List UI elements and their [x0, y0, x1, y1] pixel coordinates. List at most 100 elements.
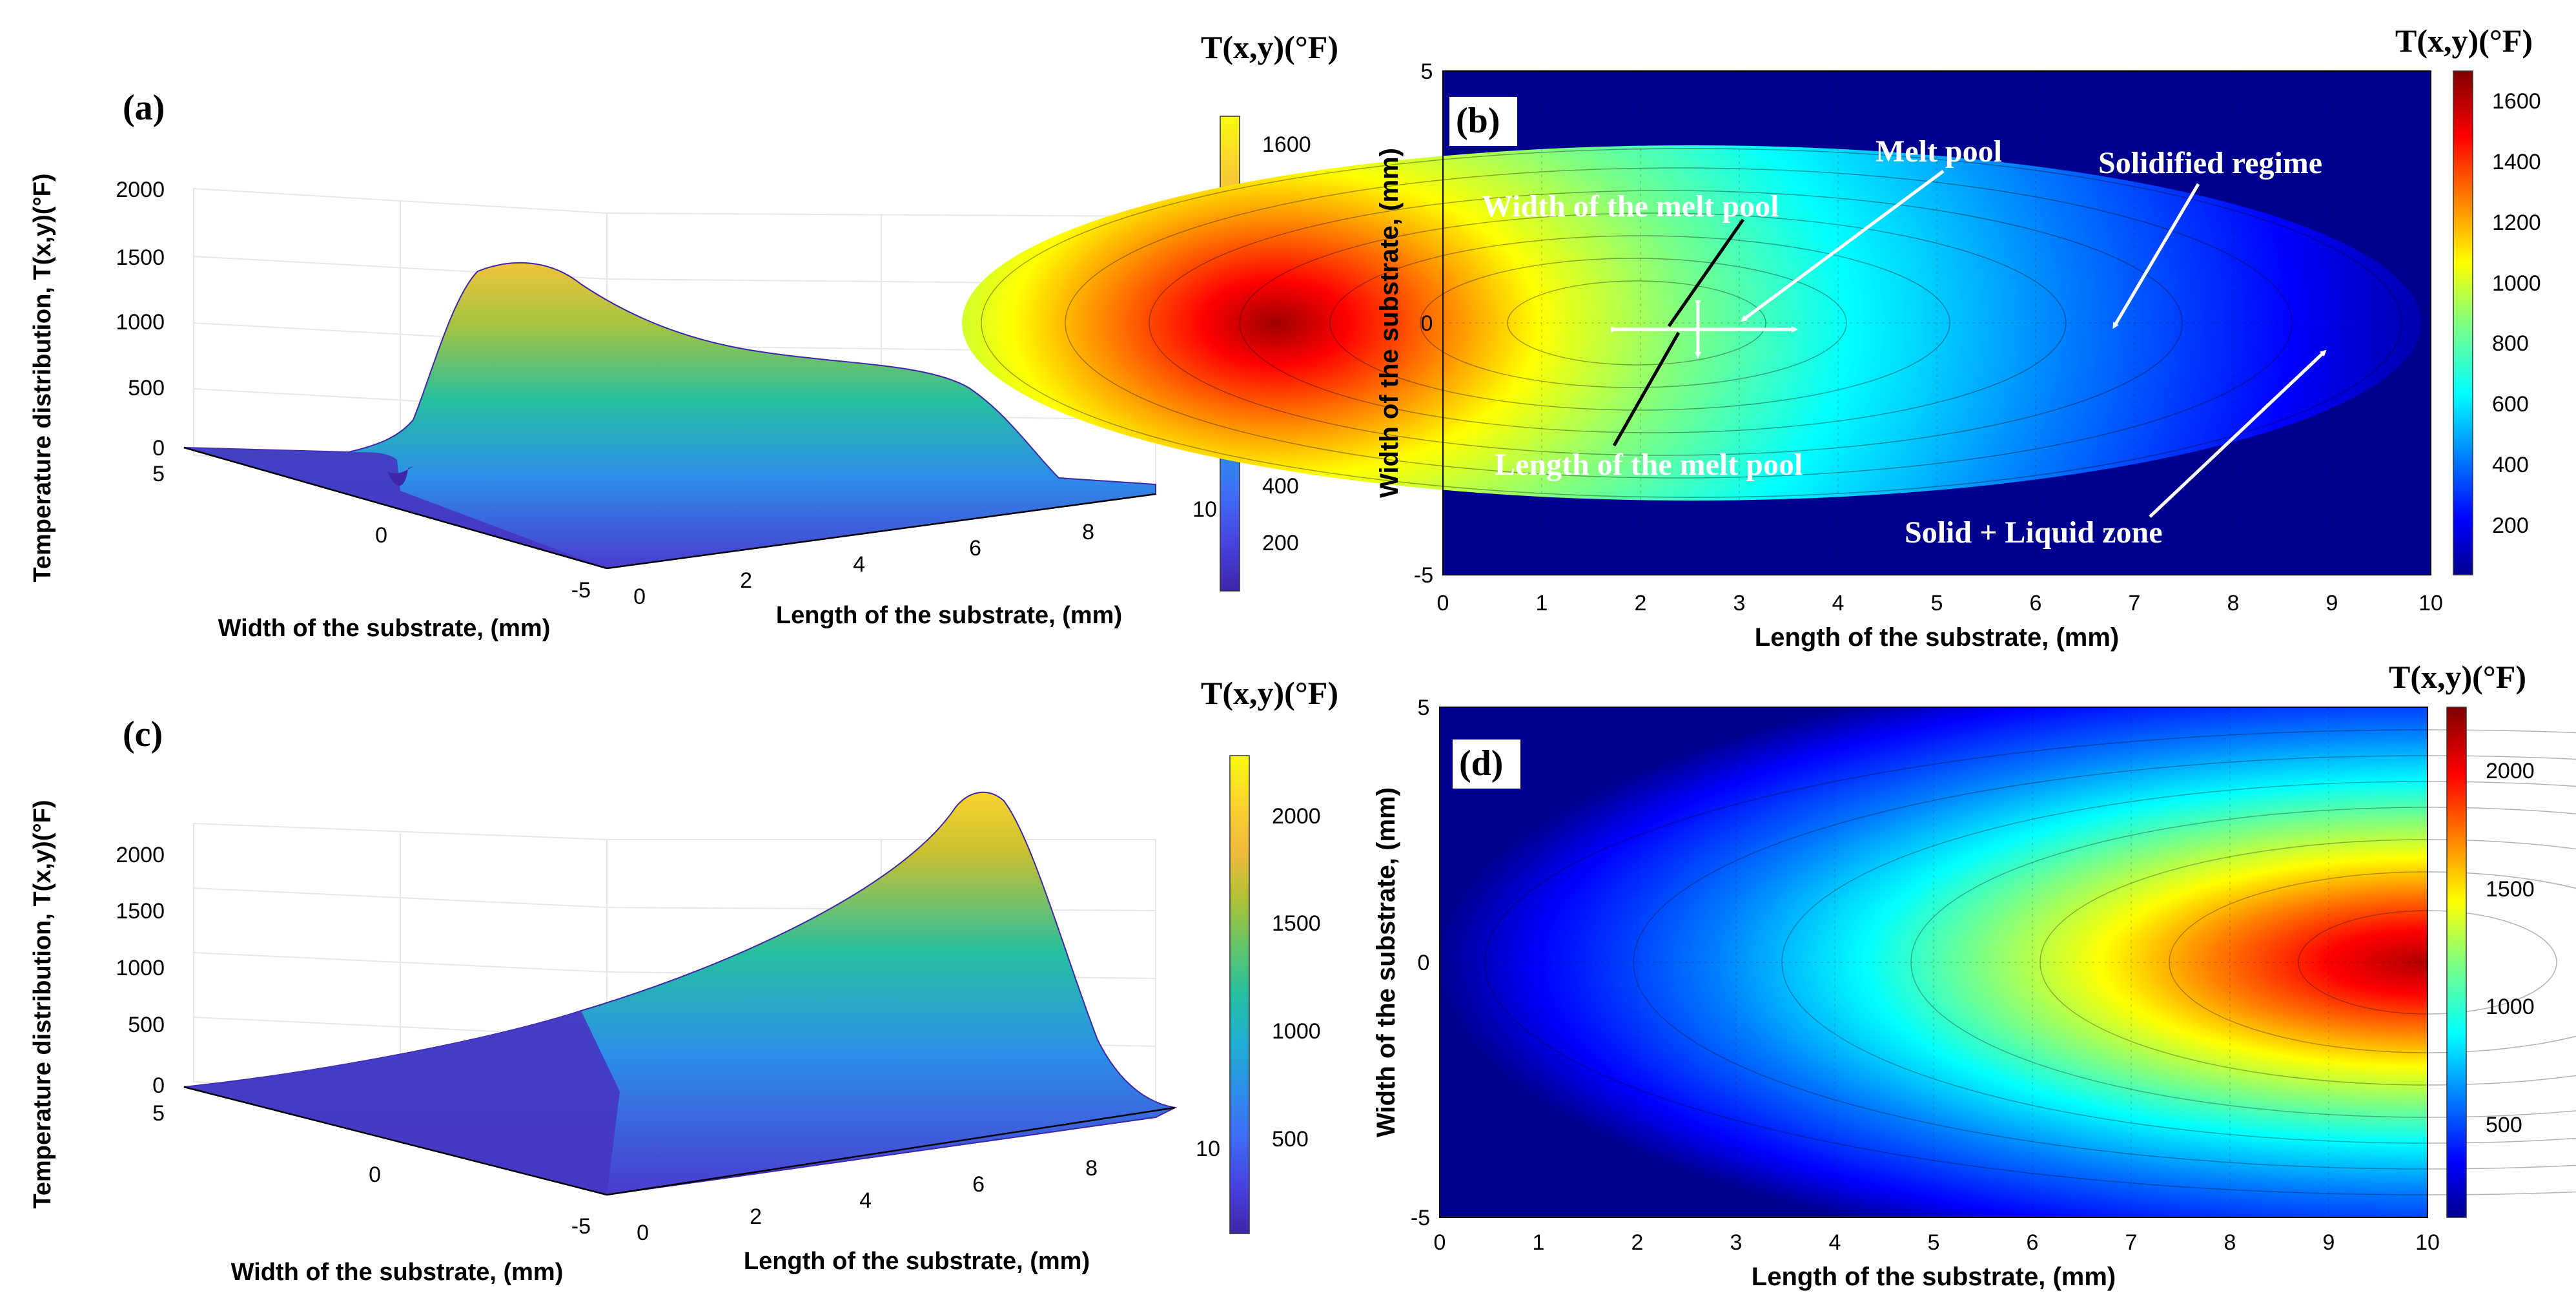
panel-a-cb-tick: 400: [1262, 474, 1299, 499]
panel-b-colorbar: [2453, 70, 2473, 575]
panel-b-arrow-solid-liquid: [2149, 349, 2327, 518]
panel-d-ylabel: Width of the substrate, (mm): [1372, 787, 1400, 1137]
panel-b-gridlines: [1443, 71, 2431, 575]
panel-c-xtick: 2: [750, 1204, 762, 1229]
panel-d-axes-box: [1439, 707, 2428, 1218]
panel-b-ann-solid-liquid: Solid + Liquid zone: [1905, 515, 2163, 550]
panel-d-ticks: 0 1 2 3 4 5 6 7 8 9 10 5 0 -5: [1411, 696, 2440, 1255]
panel-c: 2000 1500 1000 500 0 5 0 -5 0 2 4 6 8 10…: [29, 675, 1338, 1286]
panel-b-cb-title: T(x,y)(°F): [2395, 23, 2533, 59]
panel-a-cb-tick: 200: [1262, 531, 1299, 555]
panel-c-axes: [183, 1086, 1176, 1196]
panel-c-xtick: 8: [1085, 1156, 1098, 1181]
panel-d-cb-tick: 500: [2486, 1113, 2522, 1137]
panel-d-colorbar: [2446, 707, 2467, 1218]
panel-a-xtick: 4: [853, 552, 865, 577]
panel-c-xtick: 0: [637, 1221, 649, 1245]
panel-d-xtick: 4: [1829, 1230, 1841, 1255]
panel-a-ztick: 2000: [116, 178, 165, 202]
panel-c-ztick: 500: [128, 1013, 165, 1037]
panel-b-ann-solidified: Solidified regime: [2098, 146, 2322, 180]
panel-d-cb-title: T(x,y)(°F): [2389, 659, 2526, 695]
panel-d-ytick: 5: [1418, 696, 1430, 720]
panel-a-xlabel: Length of the substrate, (mm): [776, 602, 1122, 629]
panel-b-arrows: [1611, 169, 2327, 518]
panel-c-ztick: 0: [152, 1073, 165, 1098]
panel-b-xtick: 0: [1437, 591, 1449, 615]
panel-b-xtick: 7: [2129, 591, 2141, 615]
panel-a-ztick: 500: [128, 376, 165, 400]
panel-d-xlabel: Length of the substrate, (mm): [1752, 1263, 2116, 1291]
panel-b-xtick: 9: [2326, 591, 2338, 615]
panel-c-ztick: 1000: [116, 956, 165, 980]
panel-b-cb-tick: 1200: [2492, 211, 2541, 235]
panel-a: 2000 1500 1000 500 0 5 0 -5 0 2 4 6 8 10…: [29, 29, 1338, 642]
panel-b: 0 1 2 3 4 5 6 7 8 9 10 5 0 -5 Length of …: [962, 23, 2541, 652]
panel-b-arrow-width: [1667, 218, 1745, 327]
panel-c-cb-tick: 500: [1272, 1127, 1309, 1152]
panel-a-letter: (a): [123, 88, 165, 128]
panel-d-xtick: 2: [1631, 1230, 1644, 1255]
panel-b-ytick: 0: [1421, 311, 1433, 336]
panel-b-contour-lines: [981, 148, 2402, 498]
panel-c-xlabel: Length of the substrate, (mm): [744, 1248, 1090, 1275]
panel-b-letter-box: [1449, 97, 1517, 146]
panel-b-xtick: 8: [2227, 591, 2240, 615]
panel-b-contour-field: [962, 145, 2421, 501]
panel-a-dip: [387, 466, 413, 486]
panel-d-xtick: 10: [2415, 1230, 2440, 1255]
panel-b-cb-tick: 1000: [2492, 271, 2541, 296]
panel-a-surface: [183, 262, 1156, 570]
panel-a-ytick: -5: [571, 578, 591, 603]
panel-c-ytick: 0: [369, 1163, 381, 1187]
panel-b-ticks: 0 1 2 3 4 5 6 7 8 9 10 5 0 -5: [1414, 59, 2443, 615]
panel-d-xtick: 0: [1434, 1230, 1446, 1255]
panel-c-letter: (c): [123, 714, 163, 754]
panel-c-ticks: 2000 1500 1000 500 0 5 0 -5 0 2 4 6 8 10: [116, 843, 1220, 1245]
panel-a-ytick: 0: [375, 523, 387, 548]
panel-d-cb-tick: 1000: [2486, 995, 2535, 1019]
panel-b-xtick: 10: [2418, 591, 2443, 615]
panel-d-xtick: 5: [1928, 1230, 1940, 1255]
panel-c-xtick: 6: [972, 1172, 985, 1197]
panel-b-cb-tick: 400: [2492, 453, 2529, 477]
panel-d-xtick: 6: [2027, 1230, 2039, 1255]
panel-b-xtick: 4: [1832, 591, 1845, 615]
panel-c-floor: [184, 1011, 620, 1195]
panel-d-xtick: 9: [2323, 1230, 2335, 1255]
panel-b-cb-tick: 1600: [2492, 89, 2541, 114]
panel-c-ytick: -5: [571, 1214, 591, 1239]
panel-c-cb-title: T(x,y)(°F): [1201, 675, 1338, 711]
panel-b-cb-tick: 800: [2492, 331, 2529, 356]
panel-a-cb-tick: 1600: [1262, 132, 1311, 157]
panel-a-ztick: 1000: [116, 310, 165, 335]
panel-a-ztick: 0: [152, 436, 165, 460]
panel-d-ytick: 0: [1418, 951, 1430, 975]
panel-d-letter-box: [1453, 739, 1520, 789]
panel-a-xtick: 0: [633, 584, 646, 609]
panel-b-ann-length: Length of the melt pool: [1495, 448, 1803, 482]
panel-b-arrow-melt-pool: [1740, 169, 1945, 322]
panel-a-ticks: 2000 1500 1000 500 0 5 0 -5 0 2 4 6 8 10: [116, 178, 1217, 609]
panel-b-cb-tick: 600: [2492, 392, 2529, 417]
panel-b-ytick: 5: [1421, 59, 1433, 84]
panel-b-ann-melt-pool: Melt pool: [1876, 134, 2002, 169]
panel-b-cb-tick: 200: [2492, 513, 2529, 538]
panel-b-arrow-length: [1612, 331, 1681, 447]
panel-c-ylabel: Width of the substrate, (mm): [231, 1259, 564, 1286]
panel-a-ytick: 5: [152, 462, 165, 486]
panel-b-ann-width: Width of the melt pool: [1482, 189, 1779, 223]
panel-d-contour-field: [1440, 707, 2428, 1217]
panel-c-ztick: 2000: [116, 843, 165, 867]
panel-c-cb-tick: 1500: [1272, 911, 1321, 936]
panel-a-cb-title: T(x,y)(°F): [1201, 29, 1338, 65]
panel-a-ylabel: Width of the substrate, (mm): [218, 615, 551, 642]
panel-c-xtick: 4: [859, 1188, 872, 1213]
panel-c-ytick: 5: [152, 1101, 165, 1126]
panel-c-zlabel: Temperature distribution, T(x,y)(°F): [29, 800, 56, 1208]
panel-a-ztick: 1500: [116, 245, 165, 270]
panel-b-cb-ticks: 1600 1400 1200 1000 800 600 400 200: [2492, 89, 2541, 538]
panel-d-ytick: -5: [1411, 1206, 1430, 1230]
panel-d-xtick: 7: [2125, 1230, 2138, 1255]
